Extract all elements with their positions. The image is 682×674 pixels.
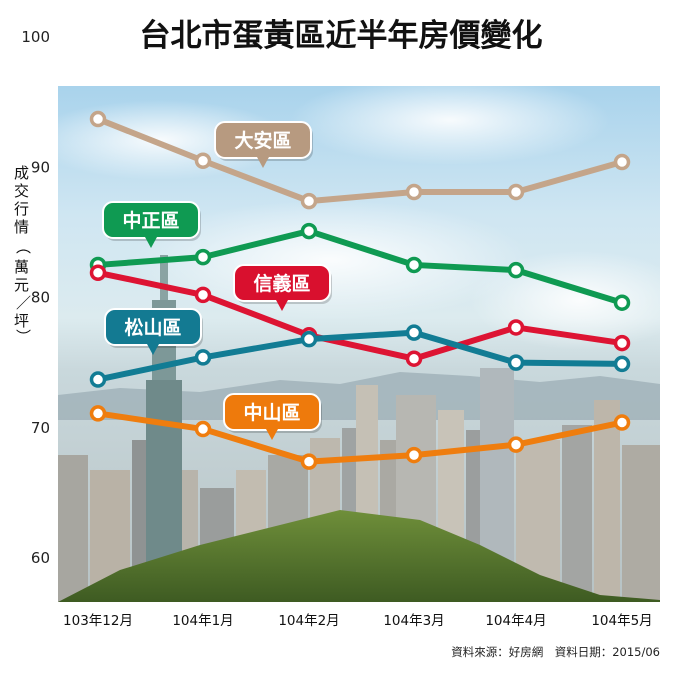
tag-pointer bbox=[145, 237, 157, 248]
data-point bbox=[89, 264, 107, 282]
data-point bbox=[300, 453, 318, 470]
data-point bbox=[194, 286, 212, 304]
cloud bbox=[290, 75, 610, 165]
chart-title: 台北市蛋黃區近半年房價變化 bbox=[140, 18, 543, 54]
y-axis-label-char: 行 bbox=[14, 200, 29, 218]
y-tick-label: 60 bbox=[31, 549, 50, 567]
data-point bbox=[405, 350, 423, 367]
data-point bbox=[405, 256, 423, 274]
data-point bbox=[507, 319, 525, 336]
data-point bbox=[613, 355, 631, 373]
data-point bbox=[613, 153, 631, 171]
y-axis-label-char: 情 bbox=[14, 218, 29, 236]
series-line bbox=[95, 410, 625, 465]
data-point bbox=[507, 261, 525, 279]
x-tick-label: 104年4月 bbox=[485, 613, 546, 629]
series-line bbox=[95, 329, 625, 383]
x-tick-label: 104年2月 bbox=[278, 613, 339, 629]
y-tick-label: 70 bbox=[31, 419, 50, 437]
y-axis-label-char: ︵ bbox=[16, 238, 31, 256]
tag-pointer bbox=[147, 344, 159, 355]
series-tag: 松山區 bbox=[104, 308, 203, 355]
y-axis-ticks: 60 70 80 90 100 bbox=[21, 28, 50, 567]
data-point bbox=[194, 152, 212, 169]
series-tag: 信義區 bbox=[233, 264, 332, 311]
data-point bbox=[613, 294, 631, 311]
data-point bbox=[613, 414, 631, 431]
y-axis-label-char: 交 bbox=[14, 182, 29, 200]
series-name-label: 松山區 bbox=[124, 316, 181, 339]
y-axis-label: 成 交 行 情 ︵ 萬 元 ／ 坪 ︶ bbox=[14, 164, 31, 346]
series-name-label: 中正區 bbox=[122, 209, 179, 232]
green-hill bbox=[58, 510, 660, 602]
data-point bbox=[89, 405, 107, 422]
series-line bbox=[95, 228, 625, 306]
data-point bbox=[507, 436, 525, 453]
tag-pointer bbox=[257, 157, 269, 168]
series-name-label: 大安區 bbox=[234, 129, 291, 152]
y-axis-label-char: 元 bbox=[14, 276, 29, 294]
series-layer bbox=[89, 110, 631, 470]
x-tick-label: 104年5月 bbox=[591, 613, 652, 629]
data-point bbox=[300, 192, 318, 210]
y-axis-label-char: 萬 bbox=[14, 258, 29, 276]
y-tick-label: 100 bbox=[21, 28, 50, 46]
series-tag: 中正區 bbox=[102, 201, 201, 248]
data-point bbox=[194, 248, 212, 266]
data-point bbox=[507, 354, 525, 371]
series-name-label: 信義區 bbox=[253, 272, 310, 295]
data-point bbox=[300, 222, 318, 240]
series-tag: 大安區 bbox=[214, 121, 313, 168]
data-point bbox=[89, 371, 107, 388]
y-axis-label-char: ／ bbox=[16, 294, 31, 312]
x-tick-label: 103年12月 bbox=[63, 613, 133, 629]
data-point bbox=[507, 183, 525, 201]
y-tick-label: 90 bbox=[31, 158, 50, 176]
background-photo bbox=[30, 75, 682, 602]
data-point bbox=[89, 110, 107, 128]
data-point bbox=[194, 349, 212, 366]
x-axis-ticks: 103年12月 104年1月 104年2月 104年3月 104年4月 104年5月 bbox=[63, 613, 653, 629]
data-point bbox=[405, 183, 423, 201]
x-tick-label: 104年1月 bbox=[172, 613, 233, 629]
series-tag: 中山區 bbox=[223, 393, 322, 440]
data-point bbox=[405, 446, 423, 464]
series-line bbox=[95, 116, 625, 205]
y-axis-label-char: 成 bbox=[14, 164, 29, 182]
data-point bbox=[405, 324, 423, 341]
data-point bbox=[300, 330, 318, 348]
data-point bbox=[194, 420, 212, 438]
data-point bbox=[613, 334, 631, 352]
cloud bbox=[130, 200, 530, 320]
x-tick-label: 104年3月 bbox=[383, 613, 444, 629]
source-note: 資料來源：好房網 資料日期：2015/06 bbox=[451, 645, 660, 659]
tag-pointer bbox=[276, 300, 288, 311]
y-axis-label-char: 坪 bbox=[14, 312, 29, 330]
series-name-label: 中山區 bbox=[243, 401, 300, 424]
y-tick-label: 80 bbox=[31, 289, 50, 307]
y-axis-label-char: ︶ bbox=[16, 328, 31, 346]
tag-pointer bbox=[266, 429, 278, 440]
series-line bbox=[95, 269, 625, 362]
